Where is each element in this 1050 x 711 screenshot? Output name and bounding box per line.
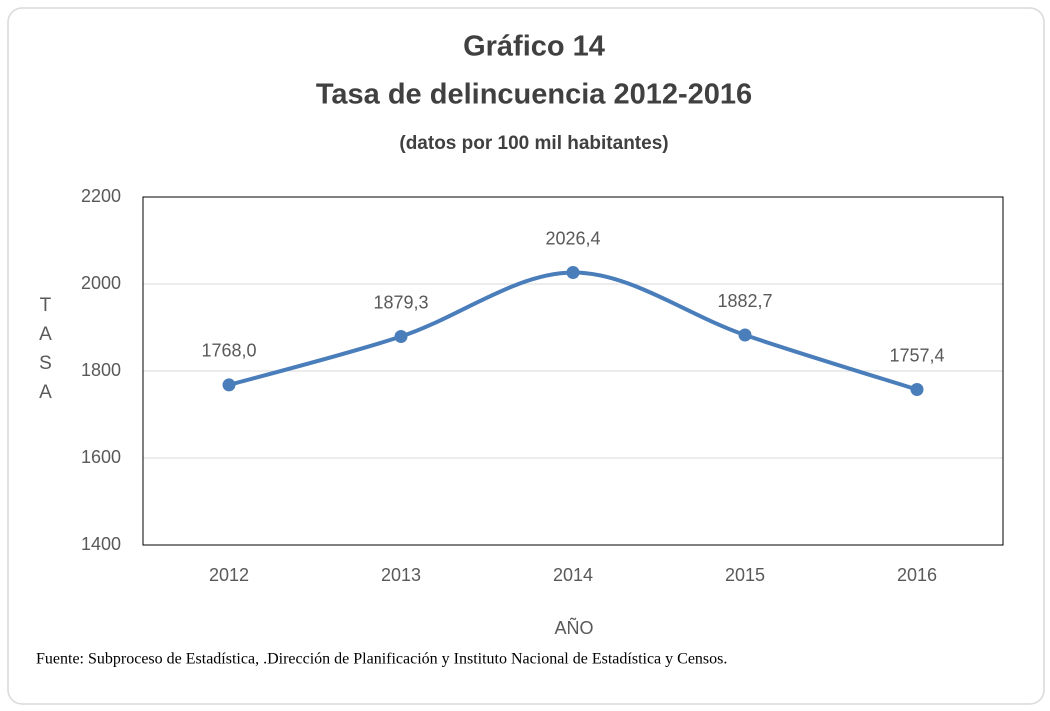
x-tick-label: 2015 (725, 565, 765, 585)
marker (394, 330, 408, 344)
y-tick-label: 1600 (81, 447, 121, 467)
data-label: 1768,0 (201, 341, 256, 361)
chart-frame (7, 7, 1045, 705)
x-tick-label: 2014 (553, 565, 593, 585)
marker (222, 378, 236, 392)
source-note: Fuente: Subproceso de Estadística, .Dire… (36, 651, 727, 668)
x-tick-label: 2012 (209, 565, 249, 585)
y-tick-label: 1400 (81, 534, 121, 554)
data-label: 1879,3 (373, 292, 428, 312)
y-tick-label: 2200 (81, 186, 121, 206)
chart-subtitle: Tasa de delincuencia 2012-2016 (316, 79, 752, 111)
chart-title: Gráfico 14 (463, 31, 605, 63)
plot-frame (142, 196, 1004, 546)
data-label: 1757,4 (889, 345, 944, 365)
marker (566, 266, 580, 280)
marker (738, 328, 752, 342)
y-tick-label: 1800 (81, 360, 121, 380)
data-label: 2026,4 (545, 228, 600, 248)
x-axis-label: AÑO (554, 617, 593, 638)
x-tick-label: 2016 (897, 565, 937, 585)
data-label: 1882,7 (717, 291, 772, 311)
marker (910, 383, 924, 397)
chart-note: (datos por 100 mil habitantes) (399, 133, 668, 154)
y-axis-label: TASA (35, 295, 56, 411)
x-tick-label: 2013 (381, 565, 421, 585)
y-tick-label: 2000 (81, 273, 121, 293)
